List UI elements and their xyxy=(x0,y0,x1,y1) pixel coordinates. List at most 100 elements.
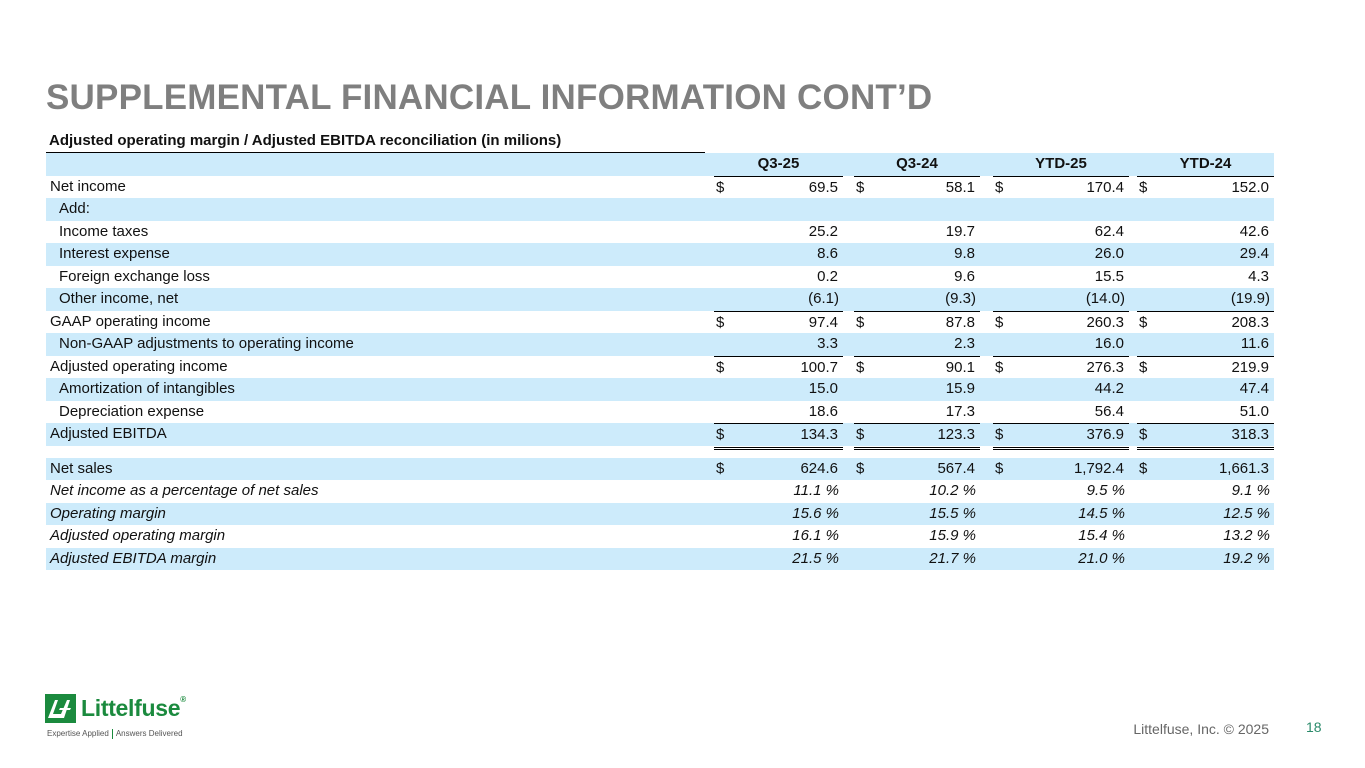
table-row-add: Add: xyxy=(46,198,1274,221)
table-cell: $100.7 xyxy=(714,355,843,380)
row-label: Adjusted EBITDA margin xyxy=(50,549,217,567)
currency-symbol: $ xyxy=(1139,459,1148,477)
logo-tagline: Expertise Applied Answers Delivered xyxy=(47,729,183,739)
cell-value: 15.5 xyxy=(1094,267,1124,285)
cell-value: 87.8 xyxy=(945,313,975,331)
table-row-amortization: Amortization of intangibles 15.0 15.9 44… xyxy=(46,378,1274,401)
table-cell: (14.0) xyxy=(993,288,1129,311)
currency-symbol: $ xyxy=(716,178,725,196)
table-row-adjusted-operating-margin: Adjusted operating margin 16.1 % 15.9 % … xyxy=(46,525,1274,548)
table-cell: 4.3 xyxy=(1137,266,1274,289)
column-header-ytd-25: YTD-25 xyxy=(1035,155,1087,172)
cell-value: 152.0 xyxy=(1231,178,1269,196)
cell-value: 15.9 xyxy=(945,380,975,397)
currency-symbol: $ xyxy=(995,426,1004,443)
table-cell: 25.2 xyxy=(714,221,843,244)
table-cell: (19.9) xyxy=(1137,288,1274,311)
table-cell: 8.6 xyxy=(714,243,843,266)
table-cell: 15.5 xyxy=(993,266,1129,289)
table-cell: $69.5 xyxy=(714,175,843,200)
currency-symbol: $ xyxy=(1139,178,1148,196)
currency-symbol: $ xyxy=(856,358,865,376)
table-cell: 18.6 xyxy=(714,401,843,424)
row-label: Depreciation expense xyxy=(59,402,205,420)
logo-wordmark: Littelfuse® xyxy=(81,695,186,721)
cell-value: 19.2 xyxy=(1223,549,1253,567)
cell-value: 208.3 xyxy=(1231,313,1269,331)
row-label: Foreign exchange loss xyxy=(59,267,210,285)
percent-sign: % xyxy=(962,549,976,567)
table-cell: 21.0 % xyxy=(993,548,1129,571)
column-header-q3-25: Q3-25 xyxy=(757,155,800,172)
table-row-income-taxes: Income taxes 25.2 19.7 62.4 42.6 xyxy=(46,221,1274,244)
cell-value: 567.4 xyxy=(937,459,975,477)
currency-symbol: $ xyxy=(716,426,725,443)
table-cell: 9.1 % xyxy=(1137,480,1274,503)
cell-value: 11.6 xyxy=(1240,335,1269,352)
currency-symbol: $ xyxy=(856,426,865,443)
cell-value: 58.1 xyxy=(945,178,975,196)
table-cell: $87.8 xyxy=(854,310,980,335)
cell-value: 29.4 xyxy=(1239,245,1269,262)
currency-symbol: $ xyxy=(1139,313,1148,331)
table-cell: $624.6 xyxy=(714,458,843,481)
table-row-fx-loss: Foreign exchange loss 0.2 9.6 15.5 4.3 xyxy=(46,266,1274,289)
percent-sign: % xyxy=(1256,549,1270,567)
table-cell: $276.3 xyxy=(993,355,1129,380)
reconciliation-table: Q3-25 Q3-24 YTD-25 YTD-24 Net income $69… xyxy=(46,153,1274,570)
table-row-operating-margin: Operating margin 15.6 % 15.5 % 14.5 % 12… xyxy=(46,502,1274,526)
table-cell: 9.5 % xyxy=(993,480,1129,503)
table-cell: $260.3 xyxy=(993,310,1129,335)
row-label: Operating margin xyxy=(50,504,166,522)
table-cell: (6.1) xyxy=(714,288,843,311)
cell-value: (19.9) xyxy=(1230,290,1270,307)
cell-value: 9.5 xyxy=(1086,482,1108,499)
table-cell: $123.3 xyxy=(854,423,980,450)
cell-value: 13.2 xyxy=(1223,527,1253,544)
row-label: Non-GAAP adjustments to operating income xyxy=(59,335,354,352)
cell-value: 15.4 xyxy=(1078,527,1108,544)
percent-sign: % xyxy=(962,504,976,522)
row-label: Adjusted operating income xyxy=(50,357,228,375)
table-cell: 9.6 xyxy=(854,266,980,289)
table-cell: 12.5 % xyxy=(1137,503,1274,526)
row-label: Interest expense xyxy=(59,245,170,262)
cell-value: 25.2 xyxy=(808,222,838,240)
table-cell: $170.4 xyxy=(993,175,1129,200)
percent-sign: % xyxy=(962,482,976,499)
table-cell: $219.9 xyxy=(1137,355,1274,380)
currency-symbol: $ xyxy=(856,459,865,477)
cell-value: 15.5 xyxy=(929,504,959,522)
table-cell: $58.1 xyxy=(854,175,980,200)
table-row-net-income-pct: Net income as a percentage of net sales … xyxy=(46,480,1274,503)
percent-sign: % xyxy=(825,504,839,522)
table-cell: 29.4 xyxy=(1137,243,1274,266)
cell-value: 8.6 xyxy=(817,245,838,262)
table-cell: $318.3 xyxy=(1137,423,1274,450)
percent-sign: % xyxy=(1256,482,1270,499)
table-row-depreciation: Depreciation expense 18.6 17.3 56.4 51.0 xyxy=(46,401,1274,424)
cell-value: 15.9 xyxy=(929,527,959,544)
cell-value: 100.7 xyxy=(800,358,838,376)
cell-value: 318.3 xyxy=(1231,426,1269,443)
table-cell: 62.4 xyxy=(993,221,1129,244)
cell-value: 10.2 xyxy=(929,482,959,499)
row-label: Net income as a percentage of net sales xyxy=(50,482,319,499)
cell-value: 9.1 xyxy=(1231,482,1253,499)
currency-symbol: $ xyxy=(1139,358,1148,376)
percent-sign: % xyxy=(825,549,839,567)
cell-value: 17.3 xyxy=(945,402,975,420)
table-cell: 15.4 % xyxy=(993,525,1129,548)
row-label: Other income, net xyxy=(59,290,179,307)
cell-value: 19.7 xyxy=(945,222,975,240)
table-cell: 15.9 % xyxy=(854,525,980,548)
cell-value: 15.6 xyxy=(792,504,822,522)
percent-sign: % xyxy=(1111,549,1125,567)
table-row-interest-expense: Interest expense 8.6 9.8 26.0 29.4 xyxy=(46,243,1274,266)
copyright-text: Littelfuse, Inc. © 2025 xyxy=(1133,721,1269,737)
table-row-other-income: Other income, net (6.1) (9.3) (14.0) (19… xyxy=(46,288,1274,311)
table-cell: 0.2 xyxy=(714,266,843,289)
cell-value: 11.1 xyxy=(793,482,822,499)
table-cell: $152.0 xyxy=(1137,175,1274,200)
table-cell: 11.6 xyxy=(1137,333,1274,356)
